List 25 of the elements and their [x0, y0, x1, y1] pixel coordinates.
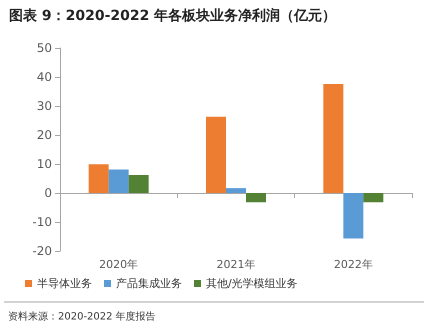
bar [108, 170, 129, 193]
bar [206, 116, 226, 193]
x-tick-label: 2022年 [334, 258, 373, 271]
bar [88, 164, 109, 193]
y-tick-label: 10 [36, 157, 52, 171]
y-tick-label: -10 [32, 215, 52, 229]
bar [128, 175, 149, 193]
y-tick-label: -20 [32, 244, 52, 258]
text: 资料来源：2020-2022 年度报告 [8, 310, 156, 322]
legend-label: 半导体业务 [37, 277, 92, 290]
y-tick-label: 0 [44, 186, 52, 200]
legend-label: 产品集成业务 [116, 277, 182, 290]
bar [246, 193, 266, 202]
legend-label: 其他/光学模组业务 [206, 277, 298, 290]
x-tick-label: 2021年 [216, 258, 256, 271]
bar [323, 84, 344, 193]
bar [226, 188, 246, 193]
y-tick-label: 50 [36, 41, 52, 55]
y-tick-label: 40 [36, 70, 52, 84]
bar [363, 193, 384, 202]
bar [343, 193, 364, 239]
y-tick-label: 20 [36, 128, 52, 142]
chart-title: 图表 9：2020-2022 年各板块业务净利润（亿元） [9, 7, 336, 24]
y-tick-label: 30 [36, 99, 52, 113]
x-tick-label: 2020年 [99, 258, 138, 271]
